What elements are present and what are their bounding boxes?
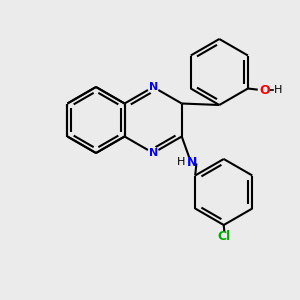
- Text: H: H: [274, 85, 282, 95]
- Text: N: N: [186, 155, 197, 169]
- Text: H: H: [177, 157, 185, 167]
- Text: N: N: [148, 148, 158, 158]
- Circle shape: [148, 148, 159, 158]
- Circle shape: [258, 84, 270, 96]
- Circle shape: [148, 82, 159, 92]
- Text: N: N: [148, 82, 158, 92]
- Text: Cl: Cl: [218, 230, 231, 243]
- Text: O: O: [259, 83, 270, 97]
